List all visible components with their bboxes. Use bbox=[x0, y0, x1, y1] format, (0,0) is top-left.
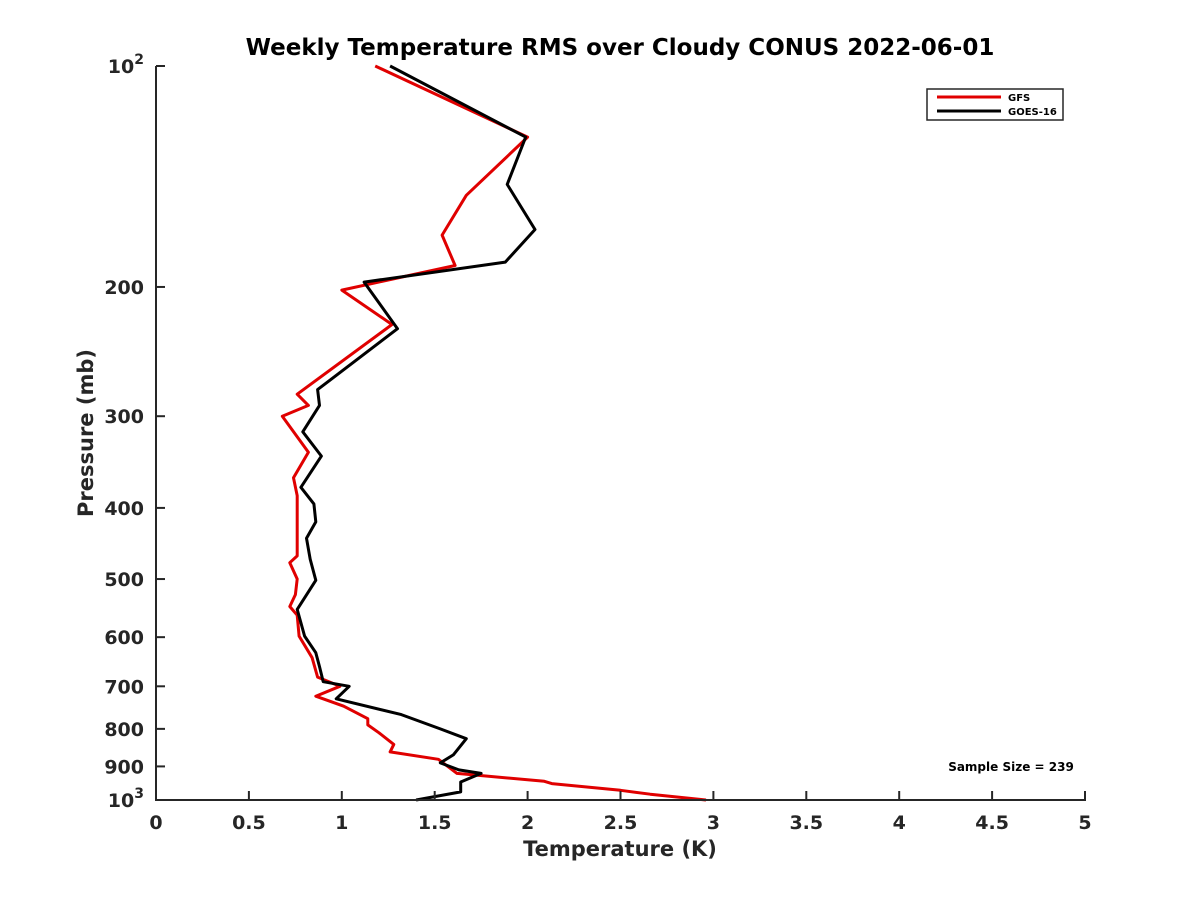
y-tick-label: 103 bbox=[108, 786, 144, 812]
chart-title: Weekly Temperature RMS over Cloudy CONUS… bbox=[246, 35, 995, 61]
x-axis-label: Temperature (K) bbox=[523, 837, 717, 861]
y-tick-label-base: 10 bbox=[108, 56, 134, 78]
y-tick-label-base: 10 bbox=[108, 790, 134, 812]
y-tick-label: 500 bbox=[104, 569, 144, 591]
y-tick-label-exponent: 3 bbox=[134, 786, 144, 802]
y-tick-label: 700 bbox=[104, 676, 144, 698]
x-tick-label: 1 bbox=[335, 812, 348, 834]
series-line-gfs bbox=[280, 64, 707, 802]
x-tick-label: 3.5 bbox=[789, 812, 823, 834]
legend-box bbox=[926, 88, 1064, 121]
sample-size-annotation: Sample Size = 239 bbox=[948, 760, 1074, 774]
x-tick-label: 4 bbox=[893, 812, 906, 834]
x-tick-label: 5 bbox=[1078, 812, 1091, 834]
y-tick-label: 800 bbox=[104, 719, 144, 741]
x-tick-label: 1.5 bbox=[418, 812, 452, 834]
y-tick-label: 900 bbox=[104, 756, 144, 778]
x-tick-label: 2 bbox=[521, 812, 534, 834]
x-tick-label: 4.5 bbox=[975, 812, 1009, 834]
legend-label-gfs: GFS bbox=[1008, 93, 1030, 104]
x-tick-label: 3 bbox=[707, 812, 720, 834]
y-axis-label: Pressure (mb) bbox=[74, 349, 98, 517]
x-tick-label: 0 bbox=[149, 812, 162, 834]
y-tick-label: 200 bbox=[104, 277, 144, 299]
series-line-goes16 bbox=[295, 64, 537, 802]
legend-label-goes16: GOES-16 bbox=[1008, 107, 1057, 118]
series-group bbox=[280, 64, 707, 802]
x-tick-label: 0.5 bbox=[232, 812, 266, 834]
y-tick-label: 600 bbox=[104, 627, 144, 649]
y-tick-label-exponent: 2 bbox=[134, 52, 144, 68]
y-tick-label: 400 bbox=[104, 498, 144, 520]
y-tick-label: 300 bbox=[104, 406, 144, 428]
plot-area: 0 0.5 1 1.5 2 2.5 3 3.5 4 4.5 5 102200300400500600… bbox=[104, 52, 1091, 834]
x-tick-label: 2.5 bbox=[604, 812, 638, 834]
legend: GFS GOES-16 bbox=[926, 88, 1064, 121]
x-axis-ticks: 0 0.5 1 1.5 2 2.5 3 3.5 4 4.5 5 bbox=[149, 791, 1092, 834]
y-tick-label: 102 bbox=[108, 52, 144, 78]
